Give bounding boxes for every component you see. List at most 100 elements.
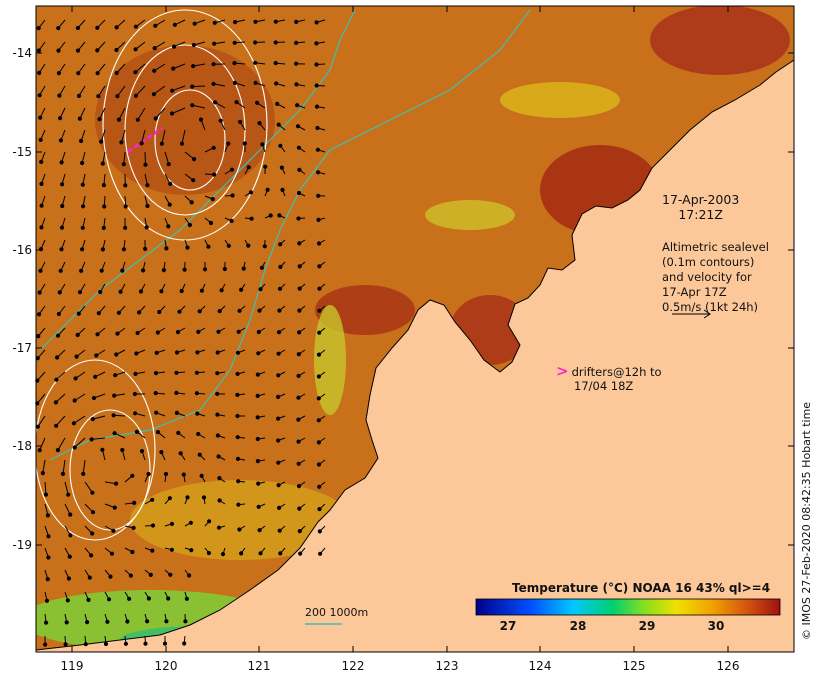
velocity-arrow-head: [100, 161, 105, 166]
velocity-arrow-head: [263, 164, 268, 169]
velocity-arrow-head: [66, 576, 72, 581]
velocity-arrow-head: [37, 93, 42, 98]
velocity-arrow-head: [197, 309, 202, 314]
velocity-arrow-head: [167, 202, 172, 207]
velocity-arrow-head: [66, 492, 71, 497]
velocity-arrow: [192, 104, 206, 109]
velocity-arrow-head: [35, 424, 41, 429]
velocity-vectors: [35, 19, 326, 647]
velocity-arrow-head: [118, 289, 123, 294]
velocity-arrow-head: [246, 243, 251, 248]
warm-patch: [650, 6, 790, 75]
velocity-arrow-head: [131, 525, 136, 531]
velocity-arrow-head: [39, 181, 44, 186]
velocity-arrow-head: [273, 40, 278, 45]
velocity-arrow-head: [56, 26, 61, 31]
velocity-arrow-head: [148, 572, 153, 578]
velocity-arrow-head: [255, 436, 260, 442]
velocity-arrow-head: [134, 429, 139, 434]
velocity-arrow-head: [277, 505, 282, 510]
velocity-arrow: [137, 107, 146, 121]
velocity-arrow-head: [167, 496, 172, 501]
velocity-arrow: [171, 107, 186, 114]
velocity-arrow-head: [255, 372, 260, 377]
velocity-arrow-head: [201, 495, 207, 500]
velocity-arrow-head: [57, 290, 62, 295]
velocity-arrow-head: [101, 225, 106, 230]
velocity-arrow-head: [246, 165, 251, 170]
velocity-arrow-head: [229, 167, 235, 172]
velocity-arrow-head: [103, 641, 109, 647]
velocity-arrow: [84, 481, 93, 493]
velocity-arrow-head: [56, 48, 61, 53]
velocity-arrow-head: [206, 550, 211, 556]
lat-tick: -15: [12, 145, 32, 159]
velocity-arrow-head: [119, 140, 124, 145]
velocity-arrow-head: [114, 47, 119, 53]
altimetry-line: 0.5m/s (1kt 24h): [662, 300, 759, 314]
velocity-arrow-head: [114, 481, 119, 486]
velocity-arrow-head: [53, 400, 59, 405]
velocity-arrow-head: [144, 225, 149, 230]
velocity-arrow-head: [260, 142, 265, 147]
velocity-arrow-head: [297, 330, 302, 335]
velocity-arrow-head: [277, 528, 282, 533]
velocity-arrow-head: [226, 141, 231, 146]
velocity-arrow-head: [77, 290, 83, 295]
velocity-arrow-head: [67, 554, 72, 559]
velocity-arrow-head: [80, 182, 85, 187]
velocity-scale-arrow: [672, 309, 711, 319]
velocity-arrow-head: [100, 247, 106, 252]
velocity-arrow-head: [90, 417, 95, 422]
velocity-arrow-head: [197, 452, 202, 457]
velocity-arrow-head: [168, 572, 173, 577]
velocity-arrow-head: [257, 308, 262, 313]
velocity-arrow-head: [237, 527, 242, 532]
velocity-arrow-head: [83, 642, 88, 647]
velocity-arrow-head: [256, 504, 261, 509]
colorbar-label: 27: [499, 619, 517, 633]
velocity-arrow-head: [72, 445, 77, 450]
cool-patch: [130, 480, 350, 560]
velocity-arrow-head: [43, 642, 48, 647]
velocity-arrow-head: [154, 410, 159, 415]
velocity-arrow-head: [179, 288, 184, 294]
drifter-marker-icon: >: [556, 362, 569, 380]
velocity-arrow-head: [80, 225, 85, 230]
drifter-track: [127, 126, 163, 154]
velocity-arrow-head: [280, 187, 285, 192]
velocity-arrow-head: [253, 80, 258, 86]
velocity-arrow-head: [37, 448, 42, 453]
velocity-arrow-head: [237, 308, 242, 313]
velocity-arrow-head: [127, 596, 132, 601]
velocity-arrow-head: [249, 216, 254, 221]
velocity-arrow-head: [226, 243, 231, 248]
velocity-arrow-head: [145, 203, 150, 209]
velocity-arrow-head: [114, 352, 119, 357]
velocity-arrow: [141, 129, 146, 144]
velocity-arrow-head: [278, 242, 283, 247]
lat-tick: -19: [12, 538, 32, 552]
velocity-arrow-head: [296, 216, 301, 221]
velocity-arrow-head: [317, 308, 322, 313]
velocity-arrow-head: [168, 181, 173, 186]
velocity-arrow-head: [87, 575, 92, 580]
velocity-arrow-head: [294, 19, 299, 24]
velocity-arrow-head: [163, 471, 169, 477]
velocity-arrow-head: [75, 332, 80, 338]
altimetry-legend: Altimetric sealevel (0.1m contours) and …: [662, 240, 769, 315]
velocity-arrow-head: [54, 423, 59, 428]
velocity-arrow-head: [138, 289, 144, 294]
velocity-arrow-head: [258, 287, 263, 292]
velocity-arrow-head: [170, 88, 175, 93]
velocity-arrow-head: [166, 224, 171, 229]
velocity-arrow-head: [46, 534, 51, 539]
velocity-arrow-head: [216, 329, 221, 334]
velocity-arrow-head: [46, 555, 51, 560]
velocity-arrow-head: [36, 48, 42, 53]
velocity-arrow-head: [153, 371, 159, 376]
velocity-arrow-head: [38, 115, 43, 120]
lon-tick: 125: [622, 659, 646, 673]
velocity-arrow-head: [188, 520, 193, 525]
velocity-arrow-head: [317, 241, 322, 246]
